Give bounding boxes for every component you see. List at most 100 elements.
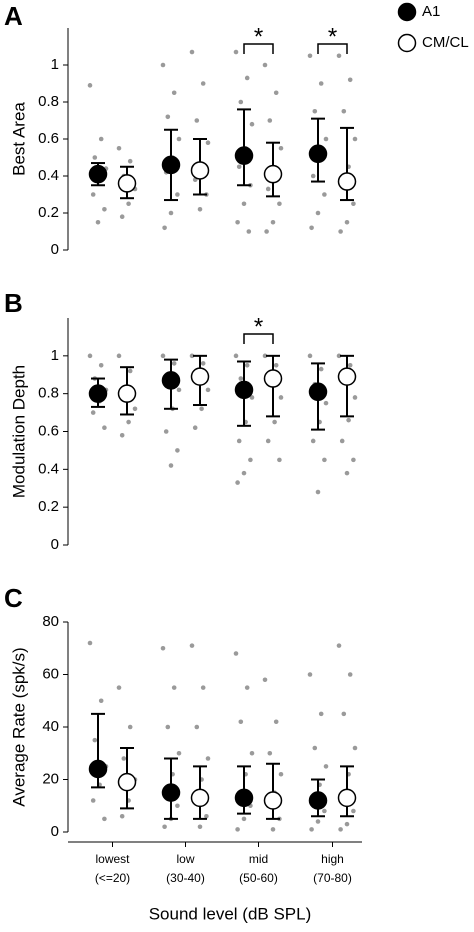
data-point	[160, 645, 166, 651]
data-point	[176, 750, 182, 756]
data-point	[189, 353, 195, 359]
data-point	[264, 229, 269, 234]
data-point	[197, 824, 203, 830]
mean-marker	[88, 384, 108, 403]
data-point	[95, 219, 101, 225]
mean-marker	[190, 367, 210, 386]
data-point	[352, 395, 358, 400]
data-point	[336, 353, 342, 359]
mean-marker	[234, 380, 254, 400]
data-point	[272, 419, 277, 425]
data-point	[238, 376, 244, 381]
data-point	[189, 643, 195, 648]
data-point	[347, 77, 353, 83]
data-point	[339, 438, 345, 444]
data-point	[310, 173, 316, 179]
data-point	[92, 155, 98, 160]
y-axis-title: Modulation Depth	[9, 365, 28, 498]
y-tick-label: 0	[51, 823, 59, 840]
legend-label: A1	[422, 3, 440, 20]
data-point	[90, 410, 96, 415]
panel-label: B	[4, 288, 23, 318]
data-point	[351, 201, 356, 207]
data-point	[352, 745, 358, 751]
mean-marker	[337, 367, 357, 386]
data-point	[126, 419, 131, 425]
data-point	[249, 121, 255, 127]
data-point	[323, 764, 329, 769]
data-point	[162, 824, 167, 830]
data-point	[194, 724, 200, 730]
data-point	[336, 53, 342, 59]
mean-marker	[161, 155, 181, 175]
y-tick-label: 0.6	[38, 130, 59, 147]
data-point	[267, 750, 273, 756]
data-point	[336, 643, 342, 648]
mean-marker	[337, 172, 357, 191]
x-axis-title: Sound level (dB SPL)	[149, 904, 312, 923]
data-point	[176, 387, 182, 393]
data-point	[98, 362, 104, 368]
mean-marker	[263, 164, 283, 184]
y-axis-title: Average Rate (spk/s)	[9, 647, 28, 806]
data-point	[168, 210, 174, 216]
data-point	[175, 448, 180, 453]
data-point	[98, 698, 104, 704]
data-point	[351, 457, 356, 463]
mean-marker	[308, 144, 328, 164]
data-point	[323, 400, 329, 406]
mean-marker	[263, 791, 283, 810]
data-point	[346, 417, 351, 423]
y-tick-label: 80	[42, 613, 59, 630]
data-point	[160, 62, 166, 68]
data-point	[352, 136, 358, 142]
data-point	[318, 711, 324, 717]
data-point	[315, 819, 321, 824]
data-point	[236, 438, 242, 444]
data-point	[241, 470, 247, 476]
data-point	[127, 724, 133, 730]
data-point	[344, 219, 350, 225]
data-point	[102, 207, 107, 212]
mean-marker	[88, 759, 108, 779]
y-tick-label: 0.8	[38, 385, 59, 402]
significance-bracket	[243, 43, 274, 54]
data-point	[176, 136, 182, 142]
data-point	[127, 158, 133, 164]
mean-marker	[88, 164, 108, 184]
data-point	[171, 90, 177, 96]
data-point	[277, 201, 282, 207]
data-point	[205, 756, 211, 761]
y-tick-label: 0.4	[38, 460, 59, 477]
data-point	[338, 229, 343, 234]
data-point	[312, 745, 318, 751]
data-point	[249, 395, 255, 400]
x-tick-label: low	[176, 852, 194, 866]
y-tick-label: 0.4	[38, 167, 59, 184]
data-point	[192, 425, 198, 431]
data-point	[205, 387, 211, 393]
mean-marker	[190, 788, 210, 808]
data-point	[116, 145, 122, 151]
data-point	[270, 219, 276, 225]
data-point	[236, 164, 242, 170]
significance-bracket	[317, 43, 348, 54]
y-tick-label: 0.8	[38, 93, 59, 110]
mean-marker	[190, 161, 210, 180]
data-point	[171, 685, 177, 690]
data-point	[235, 219, 240, 225]
significance-star: *	[254, 313, 263, 340]
mean-marker	[234, 788, 254, 808]
x-tick-label: mid	[249, 852, 268, 866]
y-axis-title: Best Area	[9, 102, 28, 176]
significance-bracket	[243, 333, 274, 344]
data-point	[119, 813, 125, 819]
legend-marker	[397, 33, 417, 53]
y-tick-label: 0	[51, 241, 59, 258]
data-point	[278, 395, 284, 400]
data-point	[338, 827, 343, 832]
mean-marker	[234, 146, 254, 165]
data-point	[246, 229, 252, 234]
data-point	[262, 62, 268, 68]
data-point	[351, 808, 356, 814]
